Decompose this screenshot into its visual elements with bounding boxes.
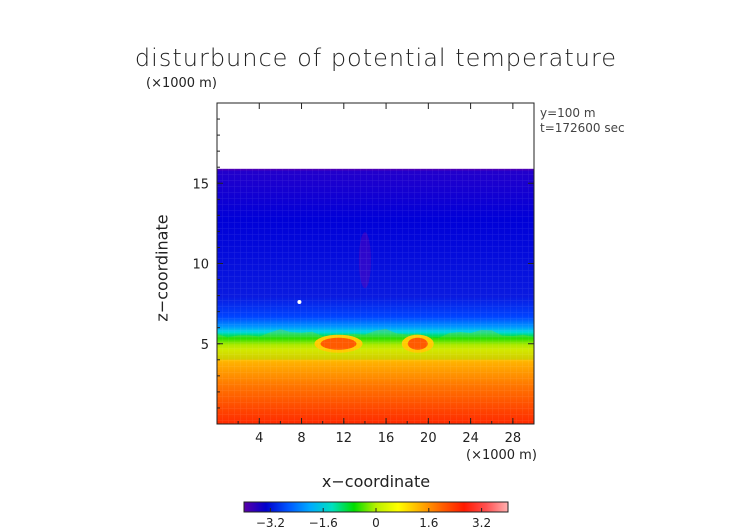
y-tick-label: 10 xyxy=(192,258,209,273)
colorbar-tick-label: 0 xyxy=(372,516,380,530)
x-tick-label: 20 xyxy=(420,431,437,446)
annotation-y-position: y=100 m xyxy=(540,106,596,120)
colorbar-tick-label: 3.2 xyxy=(472,516,491,530)
contour-texture xyxy=(217,168,534,424)
x-tick-label: 8 xyxy=(297,431,305,446)
colorbar-tick-label: −3.2 xyxy=(256,516,285,530)
x-tick-label: 12 xyxy=(336,431,353,446)
x-axis-label: x−coordinate xyxy=(321,472,431,491)
x-tick-label: 24 xyxy=(462,431,479,446)
annotation-time: t=172600 sec xyxy=(540,121,625,135)
colorbar-tick-label: 1.6 xyxy=(419,516,438,530)
colorbar-tick-label: −1.6 xyxy=(309,516,338,530)
x-tick-label: 28 xyxy=(505,431,522,446)
x-tick-label: 4 xyxy=(255,431,263,446)
y-tick-label: 5 xyxy=(201,338,209,353)
y-tick-label: 15 xyxy=(192,177,209,192)
y-unit-note: (×1000 m) xyxy=(146,76,217,91)
x-tick-label: 16 xyxy=(378,431,395,446)
x-unit-note: (×1000 m) xyxy=(466,448,537,463)
chart-title: disturbunce of potential temperature xyxy=(134,44,618,72)
